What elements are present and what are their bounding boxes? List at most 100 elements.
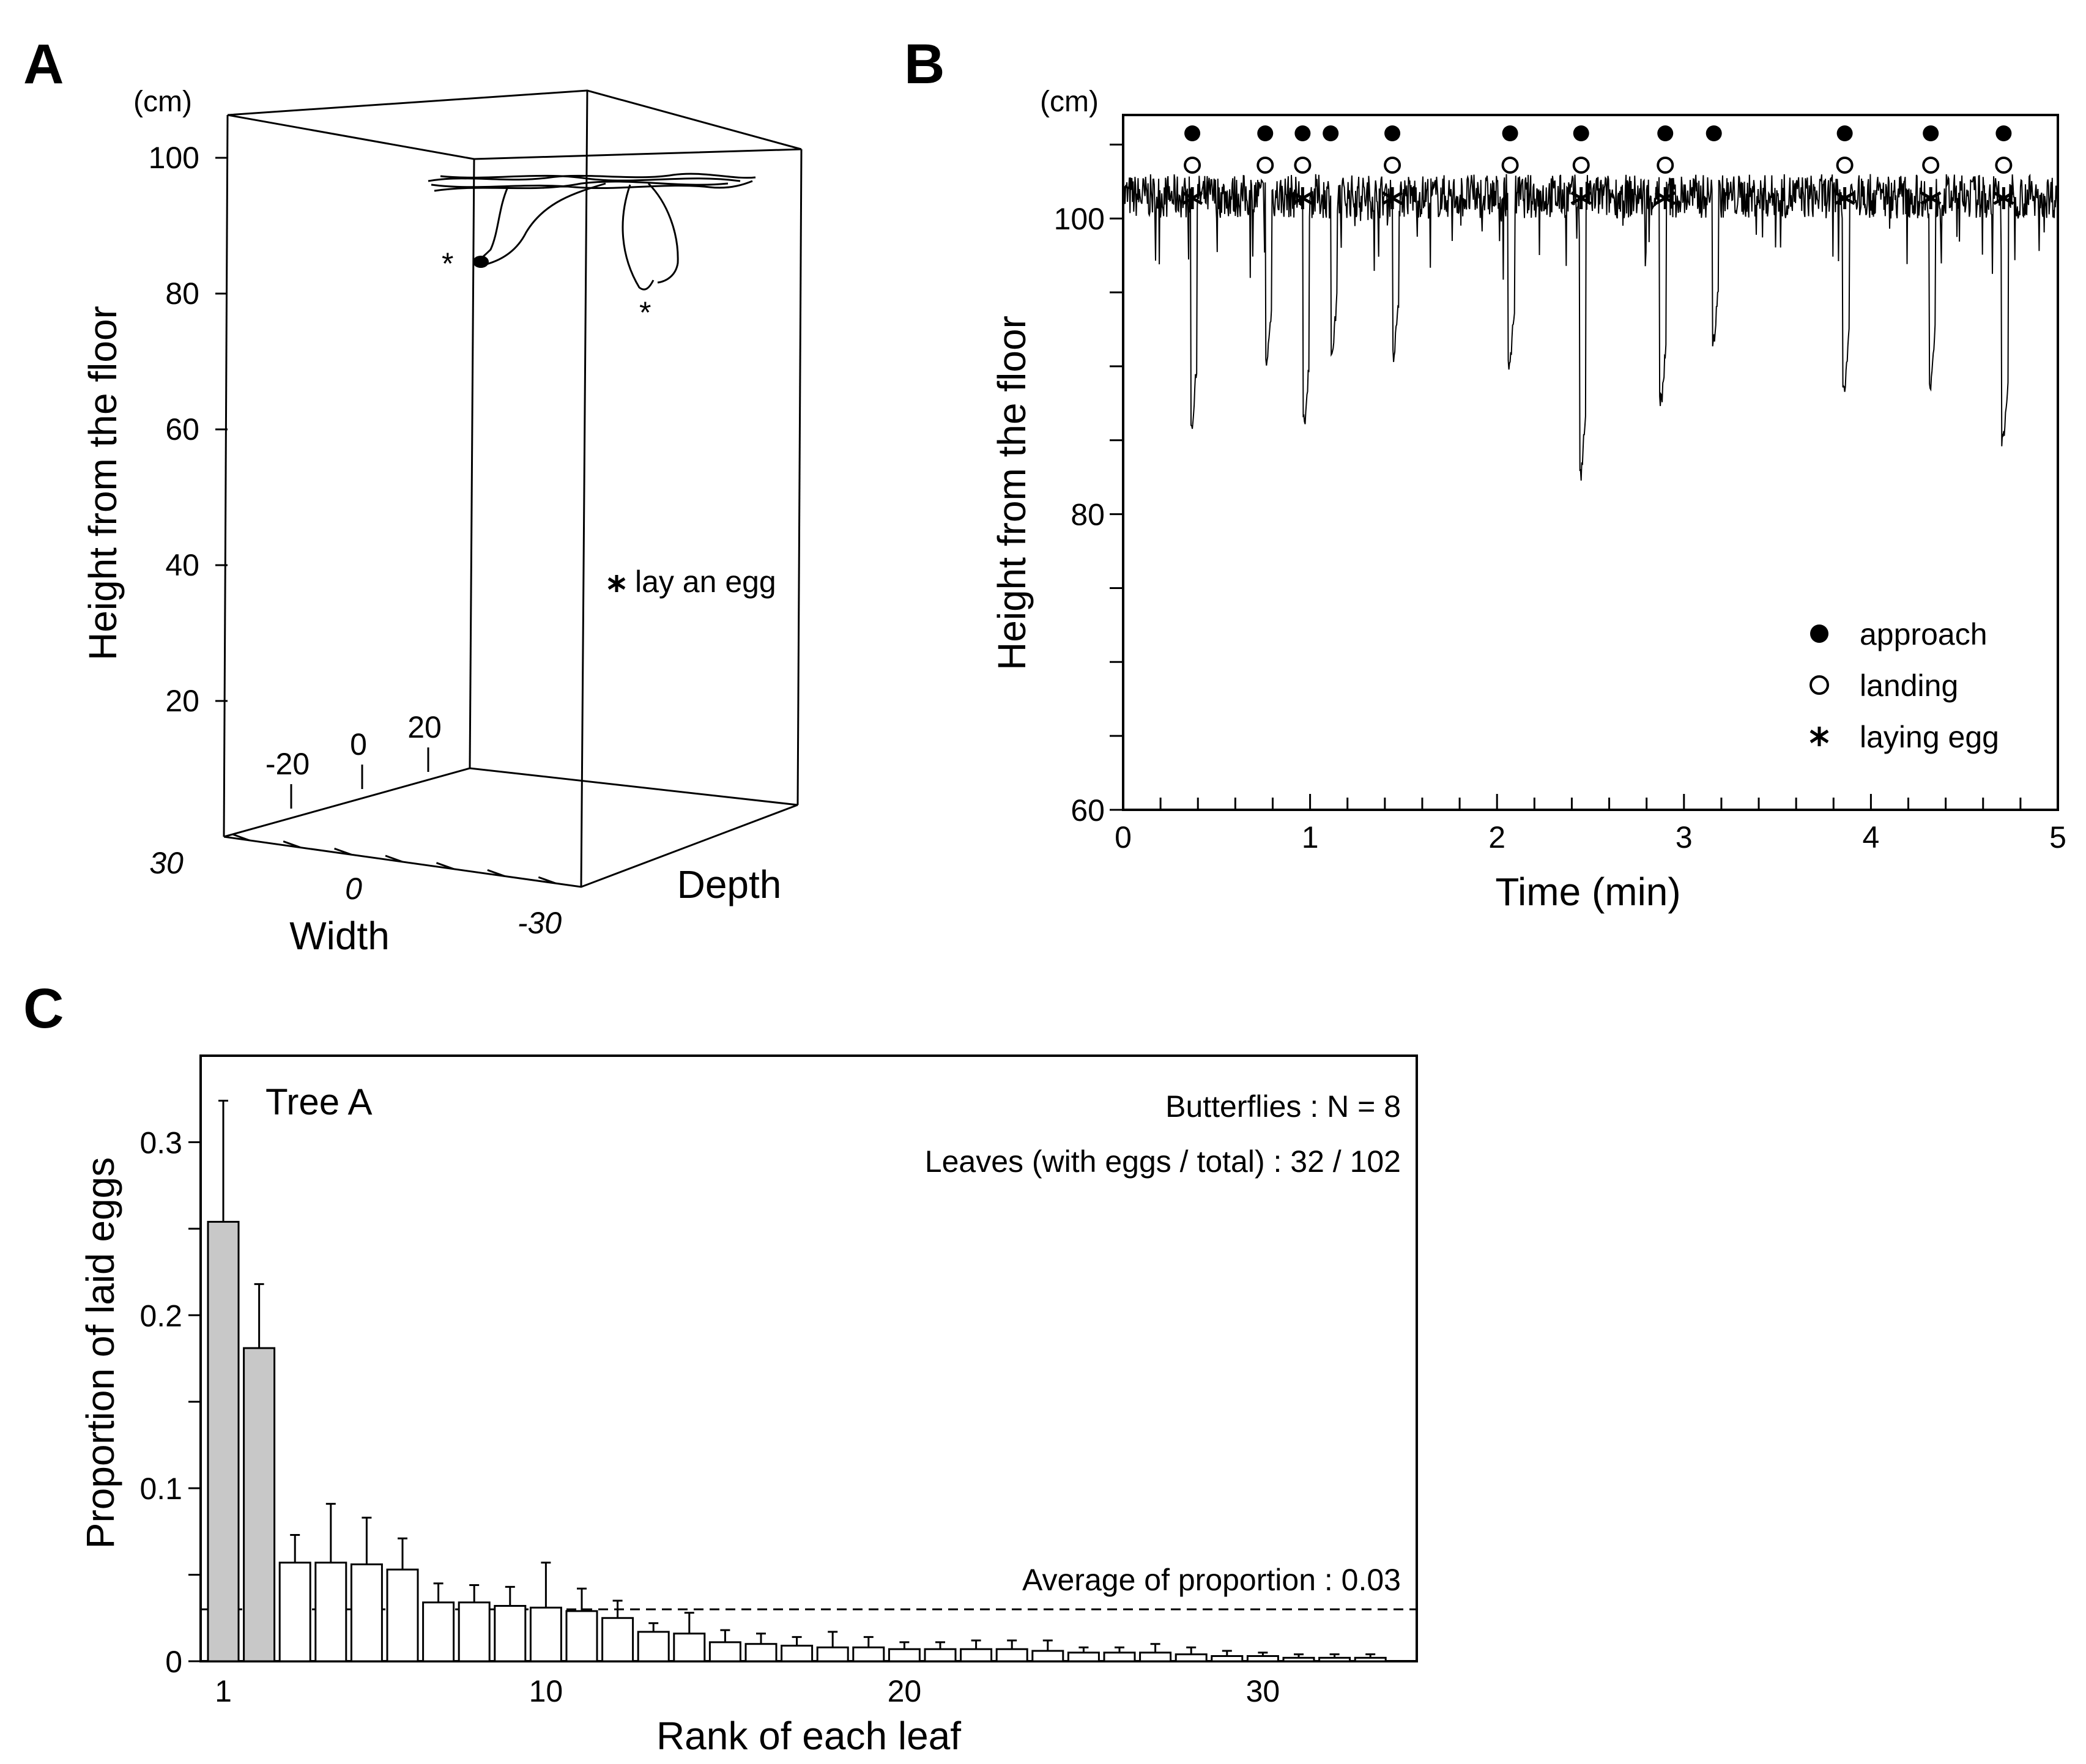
panel-c-ylabel: Proportion of laid eggs	[78, 1157, 122, 1549]
landing-marker	[1836, 157, 1854, 174]
bar	[781, 1645, 814, 1662]
y-tick-label: 100	[1054, 202, 1105, 236]
bar	[458, 1601, 491, 1662]
panel-b-axes: 100 80 60 0 1 2 3 4 5	[1054, 143, 2066, 854]
landing-marker	[1256, 157, 1274, 174]
panel-a-depth-axis: -20 0 20	[265, 710, 442, 809]
panel-a-height-axis: 100 80 60 40 20	[149, 141, 228, 718]
x-tick-label: 4	[1862, 820, 1879, 854]
box-edge-back	[469, 158, 475, 769]
flight-path-descent-2	[622, 184, 655, 291]
panel-a-width-label: Width	[289, 914, 390, 958]
box-top-back	[227, 89, 802, 150]
bar	[1282, 1656, 1315, 1662]
landing-cluster	[473, 256, 489, 268]
panel-b-event-markers	[1181, 125, 2014, 209]
bar	[673, 1632, 706, 1662]
depth-tick-label: -20	[265, 747, 310, 781]
panel-b-letter: B	[904, 33, 945, 95]
flight-path-descent-1	[476, 187, 509, 265]
landing-marker	[1995, 157, 2013, 174]
approach-marker	[1923, 125, 1939, 141]
x-tick-label: 30	[1246, 1674, 1280, 1708]
laying-egg-marker	[1655, 187, 1676, 209]
bar	[314, 1562, 347, 1662]
width-tick	[334, 847, 352, 856]
bar	[1175, 1653, 1208, 1662]
bar	[816, 1646, 849, 1662]
asterisk-icon	[1809, 727, 1829, 746]
laying-egg-marker	[1381, 187, 1403, 209]
filled-circle-icon	[1810, 624, 1828, 643]
width-tick-label: -30	[518, 906, 562, 940]
panel-a-width-axis: 30 0 -30	[149, 833, 562, 940]
legend-landing: landing	[1860, 669, 1958, 703]
approach-marker	[1323, 125, 1339, 141]
height-tick-label: 60	[165, 412, 199, 447]
approach-marker	[1706, 125, 1722, 141]
height-tick-label: 40	[165, 548, 199, 582]
panel-a-box	[223, 89, 803, 888]
x-tick-label: 1	[215, 1674, 232, 1708]
bar	[960, 1648, 993, 1662]
panel-a-letter: A	[23, 33, 64, 95]
landing-marker	[1922, 157, 1940, 174]
legend-laying-egg: laying egg	[1860, 720, 1999, 754]
x-tick-label: 20	[888, 1674, 922, 1708]
approach-marker	[1294, 125, 1311, 141]
bar	[1354, 1656, 1387, 1662]
panel-c-leaves: Leaves (with eggs / total) : 32 / 102	[925, 1144, 1401, 1179]
panel-a: A (cm) 100 80 60 40 20 -20 0 20 30 0 -30 Height …	[23, 33, 803, 958]
panel-c-xlabel: Rank of each leaf	[656, 1714, 961, 1758]
panel-b-unit: (cm)	[1040, 86, 1099, 118]
bar	[1067, 1651, 1100, 1662]
bar	[1211, 1655, 1244, 1662]
depth-tick-label: 0	[350, 727, 367, 762]
x-tick-label: 5	[2049, 820, 2066, 854]
panel-b-trace	[1123, 173, 2058, 481]
panel-a-legend: lay an egg	[607, 565, 776, 599]
bar	[494, 1604, 527, 1662]
depth-tick-label: 20	[407, 710, 442, 744]
bar	[601, 1617, 634, 1662]
x-tick-label: 0	[1115, 820, 1132, 854]
width-tick	[538, 876, 556, 884]
panel-b: B (cm) 100 80 60 0 1 2 3 4 5 Height from the flo…	[904, 33, 2066, 914]
bar	[422, 1601, 455, 1662]
bar	[207, 1221, 240, 1662]
panel-c: C 0.3 0.2 0.1 01 10 20 30 Proportion of laid e…	[23, 977, 1418, 1758]
box-edge-front	[580, 90, 588, 888]
bar	[995, 1648, 1028, 1662]
laying-egg-marker	[1181, 187, 1203, 209]
y-tick-label: 80	[1071, 498, 1105, 532]
x-tick-label: 1	[1302, 820, 1319, 854]
flight-path-top	[428, 172, 756, 192]
box-edge-right	[796, 149, 803, 806]
width-tick	[436, 862, 454, 870]
panel-c-letter: C	[23, 977, 64, 1040]
landing-marker	[1501, 157, 1519, 174]
panel-b-legend: approach landing laying egg	[1809, 617, 1999, 754]
egg-marker-1: *	[442, 246, 453, 281]
bar	[350, 1563, 383, 1662]
laying-egg-marker	[1834, 187, 1855, 209]
bar	[1031, 1650, 1064, 1662]
approach-marker	[1384, 125, 1401, 141]
y-tick-label: 0.1	[139, 1472, 182, 1506]
approach-marker	[1995, 125, 2012, 141]
width-tick	[487, 869, 505, 877]
landing-marker	[1184, 157, 1201, 174]
bar	[1103, 1651, 1136, 1662]
panel-c-tree-label: Tree A	[265, 1081, 373, 1122]
bar	[243, 1347, 276, 1662]
egg-marker-2: *	[639, 295, 651, 330]
panel-a-flight-path	[428, 172, 756, 291]
approach-marker	[1657, 125, 1674, 141]
panel-a-depth-label: Depth	[677, 862, 782, 906]
approach-marker	[1573, 125, 1589, 141]
y-tick-label: 0.3	[139, 1125, 182, 1160]
box-edge-left	[223, 114, 229, 837]
bar	[744, 1643, 778, 1662]
bar	[1318, 1656, 1351, 1662]
bar	[888, 1648, 921, 1662]
